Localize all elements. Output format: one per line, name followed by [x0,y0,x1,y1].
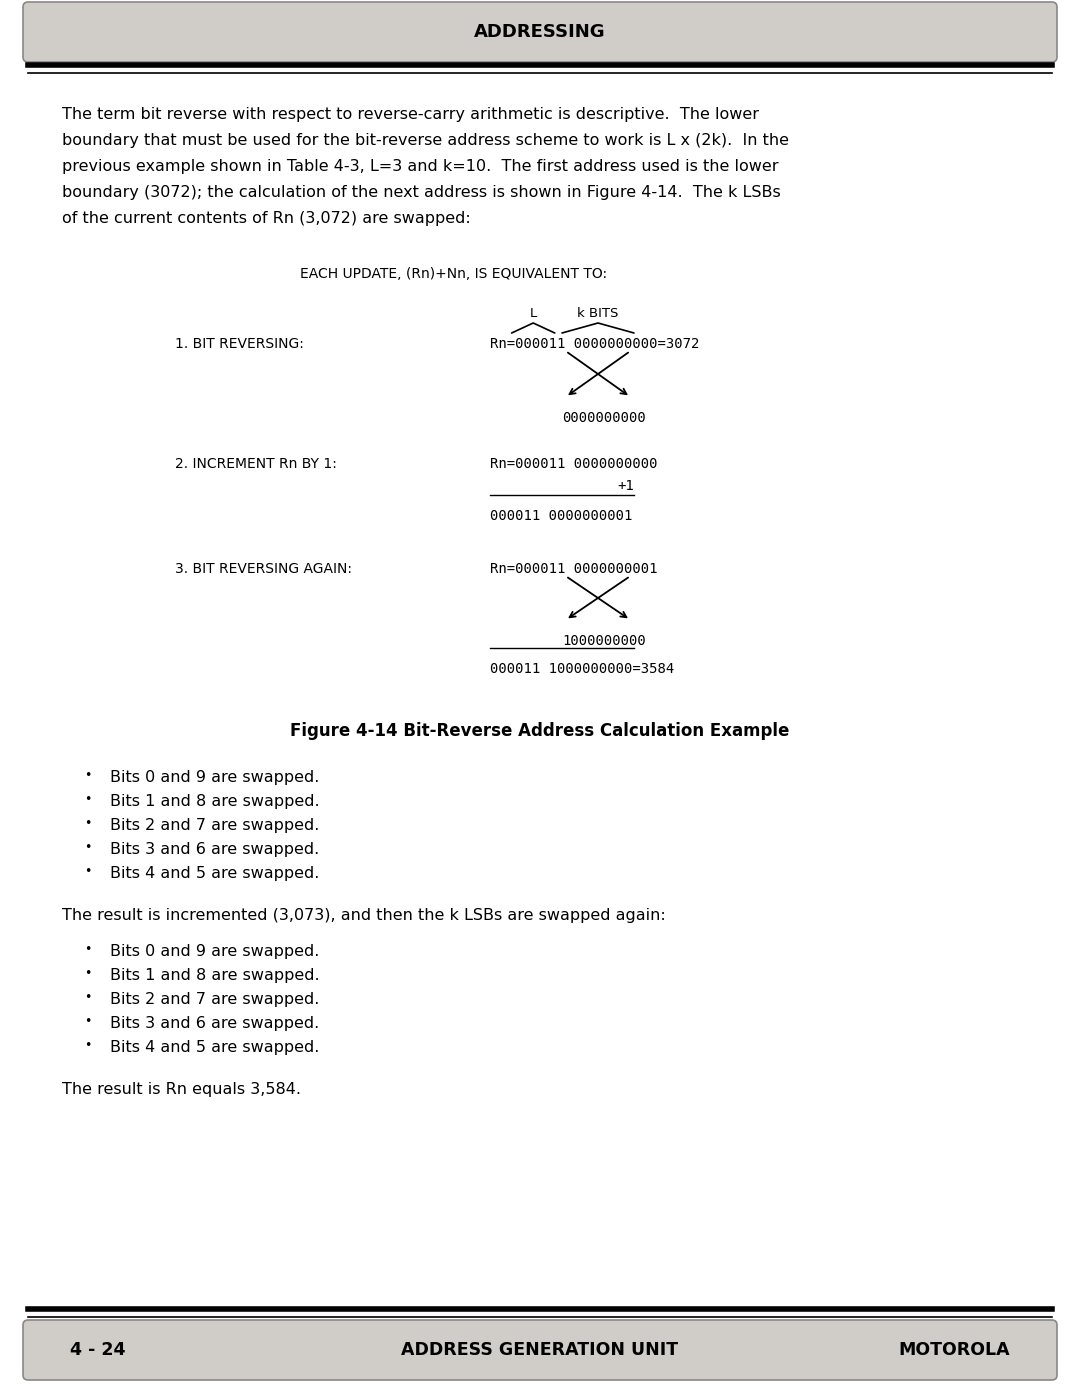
Text: Bits 2 and 7 are swapped.: Bits 2 and 7 are swapped. [110,992,320,1007]
Text: •: • [84,1016,92,1028]
Text: 1. BIT REVERSING:: 1. BIT REVERSING: [175,337,303,351]
Text: Bits 2 and 7 are swapped.: Bits 2 and 7 are swapped. [110,819,320,833]
Text: The result is incremented (3,073), and then the k LSBs are swapped again:: The result is incremented (3,073), and t… [62,908,665,923]
Text: Bits 0 and 9 are swapped.: Bits 0 and 9 are swapped. [110,944,320,958]
Text: 1000000000: 1000000000 [562,634,646,648]
Text: Bits 0 and 9 are swapped.: Bits 0 and 9 are swapped. [110,770,320,785]
Text: 000011 0000000001: 000011 0000000001 [490,509,633,522]
Text: •: • [84,1039,92,1052]
Text: •: • [84,943,92,956]
Text: Rn=000011 0000000001: Rn=000011 0000000001 [490,562,658,576]
FancyBboxPatch shape [23,1,1057,61]
Text: The result is Rn equals 3,584.: The result is Rn equals 3,584. [62,1083,301,1097]
Text: Bits 3 and 6 are swapped.: Bits 3 and 6 are swapped. [110,842,320,856]
Text: ADDRESS GENERATION UNIT: ADDRESS GENERATION UNIT [402,1341,678,1359]
Text: boundary (3072); the calculation of the next address is shown in Figure 4-14.  T: boundary (3072); the calculation of the … [62,184,781,200]
Text: 3. BIT REVERSING AGAIN:: 3. BIT REVERSING AGAIN: [175,562,352,576]
Text: 2. INCREMENT Rn BY 1:: 2. INCREMENT Rn BY 1: [175,457,337,471]
Text: Bits 4 and 5 are swapped.: Bits 4 and 5 are swapped. [110,1039,320,1055]
Text: k BITS: k BITS [578,307,619,320]
Text: ADDRESSING: ADDRESSING [474,22,606,41]
Text: L: L [529,307,537,320]
Text: Figure 4-14 Bit-Reverse Address Calculation Example: Figure 4-14 Bit-Reverse Address Calculat… [291,722,789,740]
Text: Bits 1 and 8 are swapped.: Bits 1 and 8 are swapped. [110,793,320,809]
Text: Bits 3 and 6 are swapped.: Bits 3 and 6 are swapped. [110,1016,320,1031]
Text: •: • [84,793,92,806]
Text: •: • [84,865,92,877]
Text: 000011 1000000000=3584: 000011 1000000000=3584 [490,662,674,676]
Text: Bits 4 and 5 are swapped.: Bits 4 and 5 are swapped. [110,866,320,882]
FancyBboxPatch shape [23,1320,1057,1380]
Text: EACH UPDATE, (Rn)+Nn, IS EQUIVALENT TO:: EACH UPDATE, (Rn)+Nn, IS EQUIVALENT TO: [300,267,607,281]
Text: •: • [84,990,92,1004]
Text: Bits 1 and 8 are swapped.: Bits 1 and 8 are swapped. [110,968,320,983]
Text: •: • [84,768,92,782]
Text: of the current contents of Rn (3,072) are swapped:: of the current contents of Rn (3,072) ar… [62,211,471,226]
Text: boundary that must be used for the bit-reverse address scheme to work is L x (2k: boundary that must be used for the bit-r… [62,133,789,148]
Text: •: • [84,967,92,981]
Text: 0000000000: 0000000000 [562,411,646,425]
Text: The term bit reverse with respect to reverse-carry arithmetic is descriptive.  T: The term bit reverse with respect to rev… [62,108,759,122]
Text: •: • [84,817,92,830]
Text: 4 - 24: 4 - 24 [70,1341,125,1359]
Text: previous example shown in Table 4-3, L=3 and k=10.  The first address used is th: previous example shown in Table 4-3, L=3… [62,159,779,175]
Text: Rn=000011 0000000000=3072: Rn=000011 0000000000=3072 [490,337,700,351]
Text: MOTOROLA: MOTOROLA [899,1341,1010,1359]
Text: Rn=000011 0000000000: Rn=000011 0000000000 [490,457,658,471]
Text: •: • [84,841,92,854]
Text: +1: +1 [618,479,634,493]
